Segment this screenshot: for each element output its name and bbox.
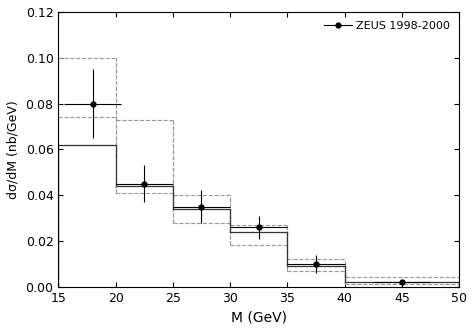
Y-axis label: dσ/dM (nb/GeV): dσ/dM (nb/GeV)	[7, 100, 20, 199]
Legend: ZEUS 1998-2000: ZEUS 1998-2000	[321, 18, 454, 34]
X-axis label: M (GeV): M (GeV)	[231, 310, 287, 324]
